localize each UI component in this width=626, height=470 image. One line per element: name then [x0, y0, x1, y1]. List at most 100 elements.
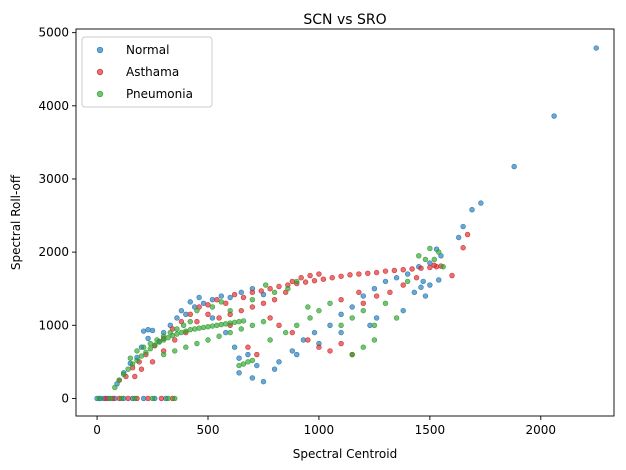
data-point	[127, 355, 134, 361]
data-point	[196, 294, 202, 301]
data-point	[271, 366, 278, 372]
data-point	[276, 283, 282, 290]
data-point	[460, 223, 466, 230]
data-point	[371, 286, 378, 292]
data-point	[238, 326, 244, 332]
data-point	[158, 395, 165, 402]
data-point	[254, 362, 260, 369]
legend-marker-asthama	[96, 68, 104, 76]
data-point	[311, 277, 318, 284]
data-point	[236, 355, 242, 361]
data-point	[147, 340, 154, 347]
data-point	[416, 253, 422, 259]
data-point	[209, 315, 216, 321]
data-point	[218, 293, 225, 299]
data-point	[382, 278, 389, 285]
data-point	[172, 337, 178, 343]
data-point	[120, 371, 127, 377]
data-point	[178, 307, 185, 314]
data-point	[307, 272, 313, 279]
data-point	[400, 282, 406, 288]
data-point	[427, 245, 433, 252]
data-point	[125, 395, 131, 402]
data-point	[427, 264, 433, 271]
data-point	[338, 340, 344, 347]
data-point	[404, 271, 411, 277]
data-point	[107, 395, 114, 402]
data-point	[391, 267, 398, 274]
data-point	[205, 337, 211, 343]
data-point	[209, 296, 216, 303]
data-point	[149, 395, 156, 402]
legend-marker-pneumonia	[96, 90, 104, 98]
data-point	[411, 289, 418, 296]
data-point	[436, 249, 442, 255]
data-point	[240, 361, 247, 367]
data-point	[138, 353, 145, 359]
y-tick-label: 1000	[38, 318, 69, 332]
y-tick-label: 5000	[38, 26, 69, 40]
data-point	[249, 357, 256, 364]
data-point	[145, 395, 151, 402]
data-point	[240, 318, 247, 324]
data-point	[289, 348, 296, 354]
data-point	[356, 271, 362, 277]
data-point	[165, 335, 171, 341]
x-tick-label: 1500	[415, 423, 446, 437]
data-point	[216, 333, 222, 339]
series-asthama	[103, 231, 471, 402]
data-point	[271, 296, 278, 303]
data-point	[191, 326, 198, 332]
data-point	[249, 375, 256, 381]
data-point	[240, 294, 247, 301]
data-point	[218, 299, 225, 305]
data-point	[413, 275, 420, 281]
data-point	[393, 315, 400, 321]
data-point	[367, 322, 373, 328]
data-point	[440, 264, 446, 270]
data-point	[294, 322, 300, 328]
data-point	[223, 321, 229, 327]
legend-label-asthama: Asthama	[126, 65, 179, 79]
data-point	[238, 307, 244, 314]
data-point	[338, 273, 344, 279]
chart-title: SCN vs SRO	[303, 12, 386, 28]
data-point	[134, 357, 140, 364]
data-point	[356, 289, 362, 296]
data-point	[338, 311, 344, 318]
data-point	[349, 304, 355, 310]
y-tick-label: 4000	[38, 99, 69, 113]
y-tick-label: 3000	[38, 172, 69, 186]
data-point	[180, 322, 187, 328]
data-point	[172, 348, 178, 354]
data-point	[178, 329, 185, 336]
data-point	[276, 322, 282, 328]
data-point	[382, 300, 389, 307]
y-tick-label: 2000	[38, 245, 69, 259]
data-point	[349, 315, 355, 321]
y-axis-title: Spectral Roll-off	[9, 174, 23, 270]
data-point	[267, 315, 273, 321]
data-point	[422, 256, 429, 263]
legend: Normal Asthama Pneumonia	[81, 36, 213, 108]
data-point	[187, 299, 193, 305]
data-point	[140, 344, 147, 350]
x-axis: 0 500 1000 1500 2000	[93, 416, 556, 437]
data-point	[311, 329, 318, 336]
data-point	[152, 342, 158, 348]
data-point	[327, 322, 333, 328]
data-point	[478, 200, 484, 206]
x-tick-label: 500	[197, 423, 220, 437]
x-tick-label: 0	[93, 423, 101, 437]
data-point	[103, 395, 109, 402]
data-point	[262, 282, 269, 288]
data-point	[460, 245, 466, 251]
data-point	[469, 207, 475, 213]
data-point	[371, 337, 378, 343]
data-point	[187, 318, 193, 325]
data-point	[427, 260, 433, 266]
data-point	[160, 333, 167, 339]
data-point	[305, 337, 311, 343]
data-point	[216, 315, 222, 321]
